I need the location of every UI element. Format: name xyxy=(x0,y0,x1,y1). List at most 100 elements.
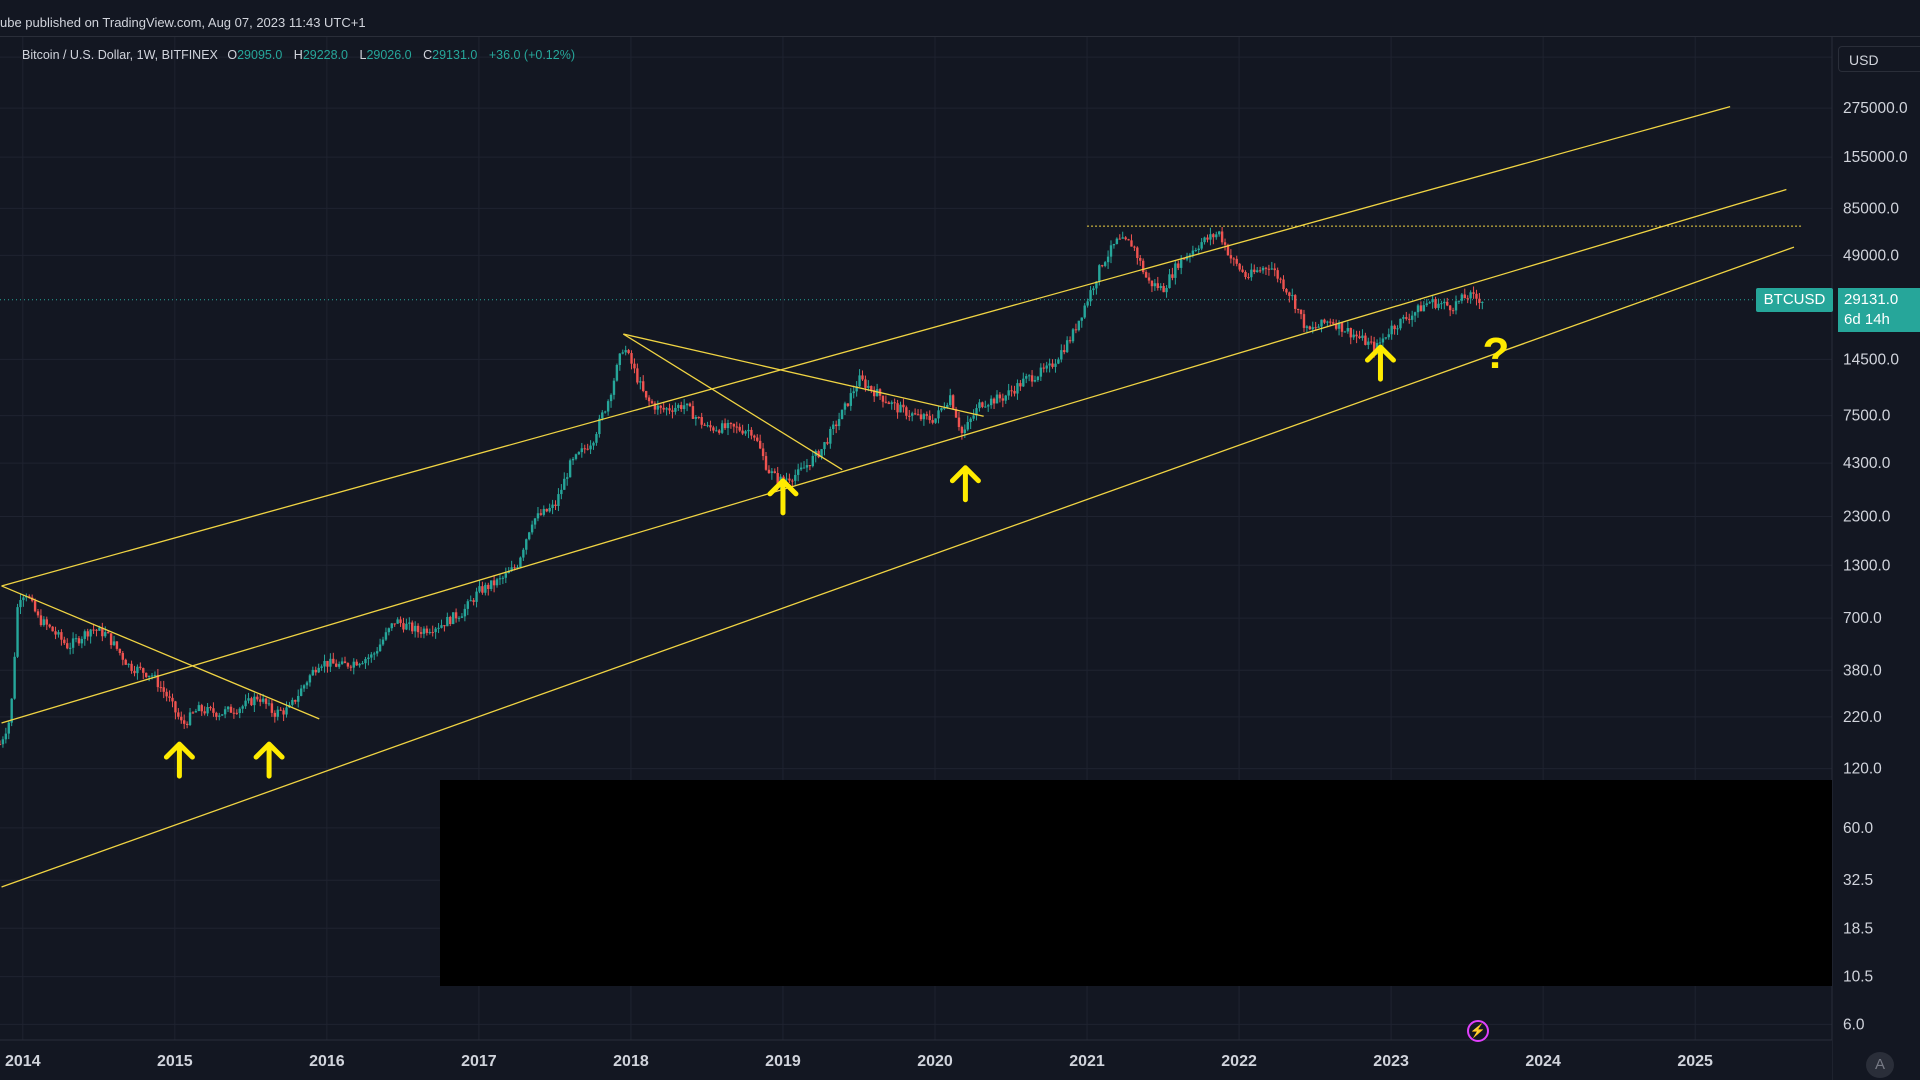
candle-body xyxy=(165,691,168,697)
candle-body xyxy=(1337,322,1341,329)
candle-body xyxy=(791,480,794,482)
candle-body xyxy=(60,632,63,640)
candle-body xyxy=(539,513,543,515)
candle-body xyxy=(484,584,487,593)
candle-body xyxy=(1030,375,1034,382)
candle-body xyxy=(709,425,712,428)
candle-body xyxy=(811,455,814,467)
trendline xyxy=(1,246,1795,888)
candle-body xyxy=(668,408,671,411)
candle-body xyxy=(1127,239,1130,241)
candle-body xyxy=(905,407,908,416)
candle-body xyxy=(1387,334,1390,338)
candle-body xyxy=(794,474,797,481)
candle-body xyxy=(1112,244,1116,246)
candle-body xyxy=(1136,247,1139,258)
candle-body xyxy=(1332,322,1335,324)
low-key: L xyxy=(359,48,367,62)
candle-body xyxy=(1454,301,1458,311)
candle-body xyxy=(1071,329,1075,342)
candle-body xyxy=(449,616,452,625)
currency-selector[interactable]: USD xyxy=(1838,46,1920,72)
candle-body xyxy=(1437,303,1440,308)
time-tick-label: 2016 xyxy=(309,1053,345,1070)
candle-body xyxy=(299,688,303,696)
candle-body xyxy=(1370,341,1373,343)
candle-body xyxy=(68,647,72,649)
candle-body xyxy=(606,401,610,412)
candle-body xyxy=(329,658,332,667)
candle-body xyxy=(481,586,484,593)
candle-body xyxy=(630,353,633,364)
flash-icon[interactable]: ⚡ xyxy=(1467,1020,1489,1042)
candle-body xyxy=(337,664,341,667)
candle-body xyxy=(1279,278,1282,280)
candle-body xyxy=(598,418,601,435)
candle-body xyxy=(1311,327,1314,330)
candle-body xyxy=(703,424,706,426)
candle-body xyxy=(142,668,145,673)
candle-body xyxy=(466,601,469,609)
candle-body xyxy=(843,403,847,410)
candle-body xyxy=(691,406,695,419)
candle-body xyxy=(636,368,639,383)
price-axis[interactable] xyxy=(1832,36,1920,1080)
candle-body xyxy=(644,391,648,398)
candle-body xyxy=(0,744,2,746)
candle-body xyxy=(1226,244,1230,256)
candle-body xyxy=(919,414,923,420)
time-tick-label: 2021 xyxy=(1069,1053,1105,1070)
candle-body xyxy=(63,639,66,644)
candle-body xyxy=(460,616,464,618)
candle-body xyxy=(355,661,358,666)
candle-body xyxy=(1422,305,1426,312)
candle-body xyxy=(118,648,122,653)
candle-body xyxy=(1174,263,1177,278)
candle-body xyxy=(1352,334,1355,338)
candle-body xyxy=(1273,268,1276,271)
auto-scale-button[interactable]: A xyxy=(1866,1052,1894,1078)
candle-body xyxy=(960,427,964,434)
symbol-legend[interactable]: Bitcoin / U.S. Dollar, 1W, BITFINEX O290… xyxy=(22,48,583,62)
candle-body xyxy=(747,429,750,432)
candle-body xyxy=(1399,318,1402,329)
candle-body xyxy=(1372,341,1376,352)
time-axis[interactable] xyxy=(0,1040,1832,1080)
candle-body xyxy=(180,716,183,721)
candle-body xyxy=(1229,255,1233,259)
candle-body xyxy=(200,705,203,712)
candle-body xyxy=(340,661,344,665)
candle-body xyxy=(1217,231,1221,235)
candle-body xyxy=(1288,292,1291,296)
candle-body xyxy=(314,669,317,673)
candle-body xyxy=(612,380,616,395)
candle-body xyxy=(1025,376,1028,379)
candle-body xyxy=(1329,321,1332,323)
time-tick-label: 2023 xyxy=(1373,1053,1409,1070)
candle-body xyxy=(7,722,10,734)
candle-body xyxy=(393,623,396,625)
candle-body xyxy=(489,580,493,589)
candle-body xyxy=(1393,325,1396,330)
candle-body xyxy=(422,628,426,634)
candle-body xyxy=(264,698,268,704)
candle-body xyxy=(83,631,86,639)
candle-body xyxy=(223,709,227,715)
candle-body xyxy=(817,451,820,458)
candle-body xyxy=(507,571,510,574)
candle-body xyxy=(36,611,40,616)
candle-body xyxy=(1241,269,1244,272)
candle-body xyxy=(519,557,522,568)
candle-body xyxy=(1191,250,1195,255)
candle-body xyxy=(782,476,785,480)
candle-body xyxy=(671,410,674,412)
candle-body xyxy=(624,350,627,353)
candle-body xyxy=(86,631,89,637)
candle-body xyxy=(177,712,180,717)
candle-body xyxy=(902,404,905,408)
candle-body xyxy=(680,405,683,410)
candle-body xyxy=(419,632,423,634)
candle-body xyxy=(808,465,812,467)
candle-body xyxy=(1016,383,1019,394)
candle-body xyxy=(297,695,300,702)
